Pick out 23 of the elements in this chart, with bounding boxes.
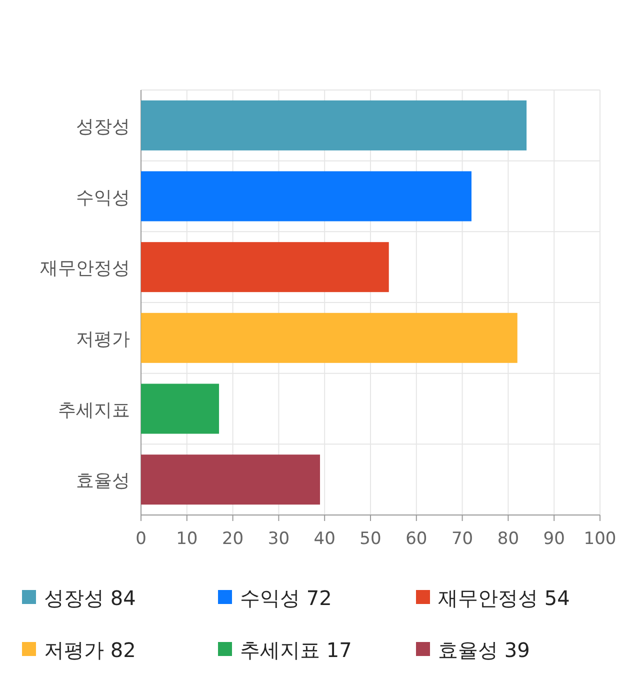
y-tick-label: 추세지표 (58, 400, 130, 421)
legend-label: 수익성 72 (240, 586, 332, 610)
legend-label: 재무안정성 54 (438, 586, 570, 610)
x-tick-label: 20 (222, 529, 244, 549)
y-tick-label: 성장성 (76, 116, 130, 138)
x-tick-label: 80 (497, 529, 520, 549)
x-tick-label: 10 (176, 529, 198, 549)
legend-label: 효율성 39 (438, 638, 530, 662)
y-tick-label: 재무안정성 (40, 258, 130, 280)
x-tick-label: 90 (543, 529, 565, 549)
y-tick-label: 수익성 (76, 187, 130, 208)
x-tick-label: 70 (451, 529, 474, 549)
legend-label: 추세지표 17 (240, 638, 352, 662)
x-tick-label: 30 (268, 529, 290, 549)
x-tick-label: 50 (360, 529, 382, 549)
legend-label: 저평가 82 (44, 638, 136, 662)
x-tick-label: 40 (314, 529, 336, 549)
y-tick-label: 저평가 (76, 328, 130, 350)
x-tick-label: 0 (136, 529, 146, 549)
x-tick-label: 60 (406, 529, 428, 549)
legend-label: 성장성 84 (44, 586, 136, 610)
y-tick-label: 효율성 (76, 470, 130, 492)
x-tick-label: 100 (584, 529, 616, 549)
